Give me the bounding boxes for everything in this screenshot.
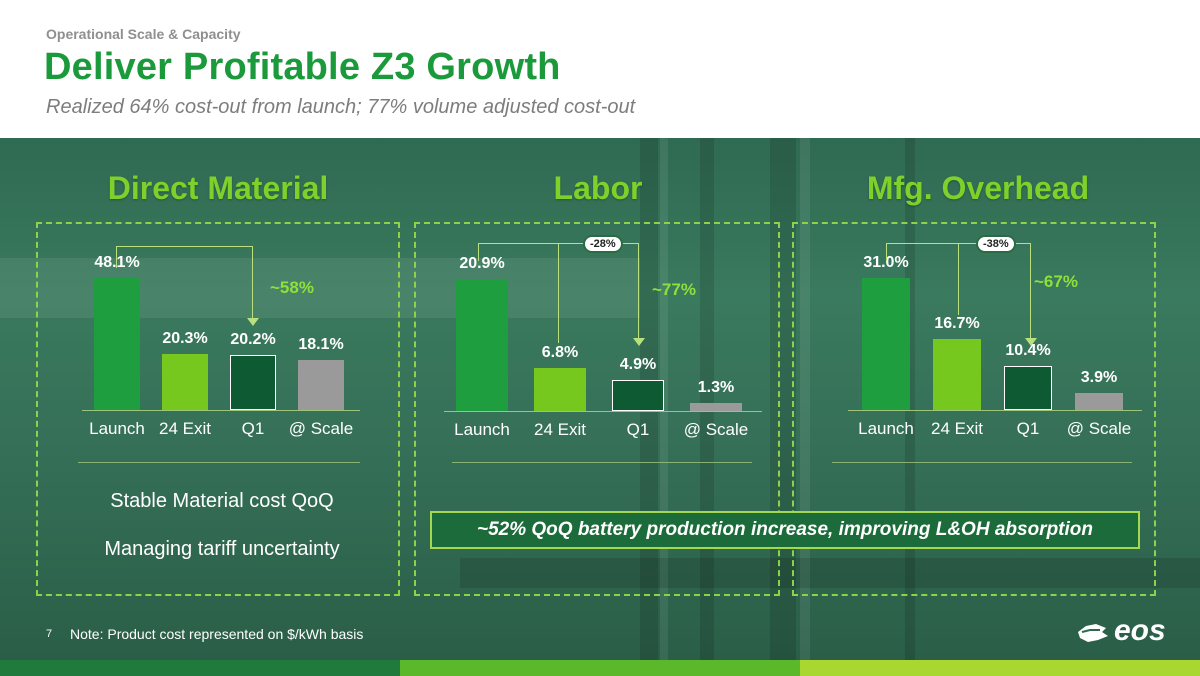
category-label: Launch xyxy=(454,420,510,439)
production-callout: ~52% QoQ battery production increase, im… xyxy=(430,511,1140,549)
slide-header: Operational Scale & Capacity Deliver Pro… xyxy=(0,0,1200,138)
bar-launch xyxy=(862,278,910,410)
category-label: Q1 xyxy=(241,419,265,438)
connector-line xyxy=(252,246,253,320)
change-label-direct-material: ~58% xyxy=(270,278,314,297)
bar-q1 xyxy=(230,354,276,410)
panel-labor xyxy=(414,222,780,596)
section-title-direct-material: Direct Material xyxy=(107,170,329,206)
category-label: 24 Exit xyxy=(159,419,211,438)
slide-subtitle: Realized 64% cost-out from launch; 77% v… xyxy=(46,96,636,118)
category-label: Q1 xyxy=(626,420,650,439)
category-label: @ Scale xyxy=(288,419,354,438)
category-label: Launch xyxy=(858,419,914,438)
section-title-labor: Labor xyxy=(553,170,643,206)
eos-logo: eos xyxy=(1076,614,1166,650)
eos-logo-icon xyxy=(1078,624,1108,642)
bar-q1 xyxy=(612,380,664,411)
eyebrow-label: Operational Scale & Capacity xyxy=(46,26,241,42)
change-label-labor: ~77% xyxy=(652,280,696,299)
bar-value-label: 6.8% xyxy=(541,344,579,362)
bar-24-exit xyxy=(534,368,586,411)
arrow-down-icon xyxy=(633,338,645,346)
bottom-color-bar xyxy=(0,660,1200,676)
bar-24-exit xyxy=(162,354,208,410)
bar-value-label: 18.1% xyxy=(298,336,344,354)
connector-line xyxy=(478,243,479,261)
bar-value-label: 3.9% xyxy=(1080,369,1118,387)
overhead-change-pill: -38% xyxy=(976,235,1016,253)
slide-title: Deliver Profitable Z3 Growth xyxy=(44,46,561,88)
bar-value-label: 48.1% xyxy=(94,254,140,271)
category-label: @ Scale xyxy=(683,420,749,439)
connector-line xyxy=(1030,243,1031,339)
bar-scale xyxy=(298,360,344,410)
labor-change-pill: -28% xyxy=(583,235,623,253)
bar-value-label: 20.3% xyxy=(162,330,208,348)
bar-launch xyxy=(94,278,140,410)
chart-axis xyxy=(848,410,1142,411)
separator xyxy=(832,462,1132,463)
bar-value-label: 31.0% xyxy=(863,254,909,271)
footnote: Note: Product cost represented on $/kWh … xyxy=(70,626,364,642)
arrow-down-icon xyxy=(247,318,259,326)
connector-line xyxy=(116,246,117,268)
bar-value-label: 4.9% xyxy=(619,356,657,374)
bar-value-label: 20.9% xyxy=(459,255,505,272)
note-stable-material: Stable Material cost QoQ xyxy=(110,490,334,512)
bar-scale xyxy=(690,402,742,411)
separator xyxy=(452,462,752,463)
separator xyxy=(78,462,360,463)
note-tariff: Managing tariff uncertainty xyxy=(104,538,340,560)
category-label: 24 Exit xyxy=(931,419,983,438)
category-label: @ Scale xyxy=(1066,419,1132,438)
bar-24-exit xyxy=(933,338,981,410)
category-label: Q1 xyxy=(1016,419,1040,438)
page-number: 7 xyxy=(46,628,53,640)
connector-line xyxy=(558,243,559,343)
category-label: 24 Exit xyxy=(534,420,586,439)
bar-value-label: 10.4% xyxy=(1005,341,1051,359)
bar-value-label: 16.7% xyxy=(934,314,980,332)
connector-line xyxy=(958,243,959,315)
section-title-mfg-overhead: Mfg. Overhead xyxy=(866,170,1090,206)
connector-line xyxy=(116,246,252,247)
logo-text: eos xyxy=(1114,614,1166,647)
category-label: Launch xyxy=(89,419,145,438)
connector-line xyxy=(638,243,639,339)
bar-launch xyxy=(456,279,508,411)
chart-axis xyxy=(444,411,762,412)
connector-line xyxy=(886,243,887,261)
bar-value-label: 20.2% xyxy=(230,330,276,348)
chart-axis xyxy=(82,410,360,411)
panel-direct-material xyxy=(36,222,400,596)
change-label-mfg-overhead: ~67% xyxy=(1034,272,1078,291)
bar-value-label: 1.3% xyxy=(697,378,735,396)
bar-q1 xyxy=(1004,365,1052,410)
panel-mfg-overhead xyxy=(792,222,1156,596)
arrow-down-icon xyxy=(1025,338,1037,346)
bar-scale xyxy=(1075,393,1123,410)
